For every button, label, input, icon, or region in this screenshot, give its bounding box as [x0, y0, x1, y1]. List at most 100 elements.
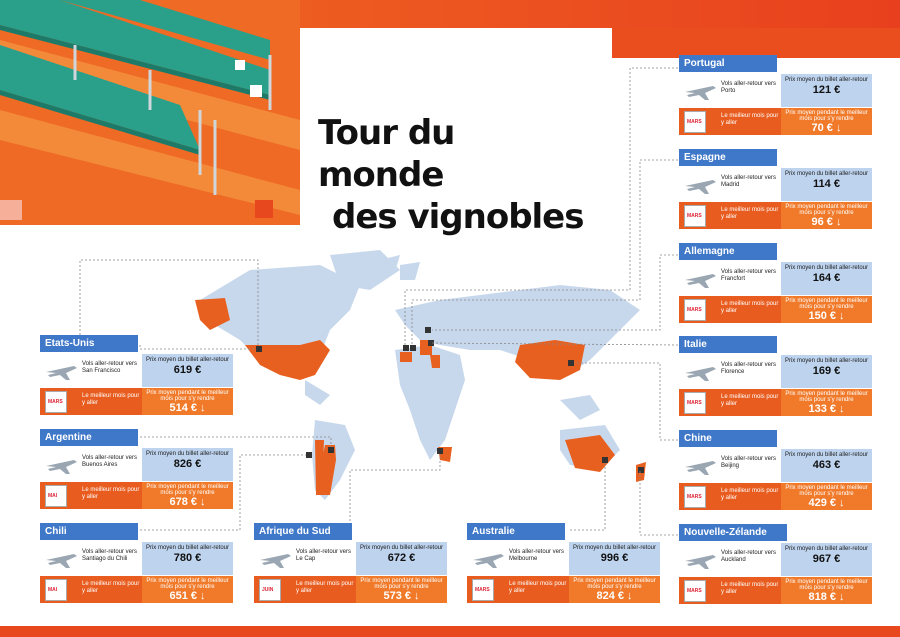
card-country: Italie — [679, 336, 777, 353]
card-afrique-du-sud: Afrique du Sud Vols aller-retour vers Le… — [254, 523, 447, 603]
average-price: 114 € — [813, 178, 840, 190]
best-month-label: Le meilleur mois pour y aller — [721, 582, 779, 595]
card-australie: Australie Vols aller-retour vers Melbour… — [467, 523, 660, 603]
card-route-row: Vols aller-retour vers Francfort Prix mo… — [679, 262, 872, 295]
card-route-row: Vols aller-retour vers Florence Prix moy… — [679, 355, 872, 388]
best-month-label: Le meilleur mois pour y aller — [721, 301, 779, 314]
card-best-row: JUIN Le meilleur mois pour y aller Prix … — [254, 576, 447, 603]
low-price-label: Prix moyen pendant le meilleur mois pour… — [785, 485, 868, 497]
low-price-label: Prix moyen pendant le meilleur mois pour… — [146, 578, 229, 590]
average-price: 967 € — [812, 553, 841, 565]
airplane-icon — [46, 554, 77, 568]
average-price: 169 € — [812, 365, 841, 377]
card-best-row: MARS Le meilleur mois pour y aller Prix … — [679, 483, 872, 510]
price-box: Prix moyen du billet aller-retour 619 € — [142, 354, 233, 387]
card-route-row: Vols aller-retour vers Buenos Aires Prix… — [40, 448, 233, 481]
card-route-row: Vols aller-retour vers San Francisco Pri… — [40, 354, 233, 387]
card-chili: Chili Vols aller-retour vers Santiago du… — [40, 523, 233, 603]
route-text: Vols aller-retour vers Auckland — [721, 550, 777, 563]
price-box: Prix moyen du billet aller-retour 164 € — [781, 262, 872, 295]
low-price-label: Prix moyen pendant le meilleur mois pour… — [785, 204, 868, 216]
low-price-box: Prix moyen pendant le meilleur mois pour… — [781, 577, 872, 604]
bottom-orange-band — [0, 626, 900, 637]
low-price: 96 € ↓ — [811, 216, 842, 228]
card-country: Afrique du Sud — [254, 523, 352, 540]
low-price-label: Prix moyen pendant le meilleur mois pour… — [360, 578, 443, 590]
card-best-row: MARS Le meilleur mois pour y aller Prix … — [679, 389, 872, 416]
airplane-icon — [685, 86, 716, 100]
card-best-row: MARS Le meilleur mois pour y aller Prix … — [679, 577, 872, 604]
price-label: Prix moyen du billet aller-retour — [784, 358, 869, 364]
price-label: Prix moyen du billet aller-retour — [784, 546, 869, 552]
best-month-label: Le meilleur mois pour y aller — [82, 581, 140, 594]
best-month-label: Le meilleur mois pour y aller — [82, 487, 140, 500]
airplane-icon — [260, 554, 291, 568]
airplane-icon — [46, 460, 77, 474]
airplane-icon — [685, 461, 716, 475]
best-month-label: Le meilleur mois pour y aller — [509, 581, 567, 594]
low-price-box: Prix moyen pendant le meilleur mois pour… — [781, 389, 872, 416]
card-nouvelle-zelande: Nouvelle-Zélande Vols aller-retour vers … — [679, 524, 872, 604]
low-price-label: Prix moyen pendant le meilleur mois pour… — [146, 390, 229, 402]
price-label: Prix moyen du billet aller-retour — [145, 357, 230, 363]
low-price-box: Prix moyen pendant le meilleur mois pour… — [356, 576, 447, 603]
low-price: 70 € ↓ — [811, 122, 842, 134]
route-text: Vols aller-retour vers Beijing — [721, 456, 777, 469]
card-italie: Italie Vols aller-retour vers Florence P… — [679, 336, 872, 416]
calendar-icon: MARS — [45, 391, 67, 413]
card-route-row: Vols aller-retour vers Auckland Prix moy… — [679, 543, 872, 576]
card-route-row: Vols aller-retour vers Madrid Prix moyen… — [679, 168, 872, 201]
low-price: 429 € ↓ — [808, 497, 845, 509]
card-route-row: Vols aller-retour vers Santiago du Chili… — [40, 542, 233, 575]
low-price-box: Prix moyen pendant le meilleur mois pour… — [781, 296, 872, 323]
card-best-row: MARS Le meilleur mois pour y aller Prix … — [467, 576, 660, 603]
calendar-icon: MARS — [684, 486, 706, 508]
route-text: Vols aller-retour vers Florence — [721, 362, 777, 375]
best-month-label: Le meilleur mois pour y aller — [296, 581, 354, 594]
low-price-box: Prix moyen pendant le meilleur mois pour… — [781, 108, 872, 135]
card-espagne: Espagne Vols aller-retour vers Madrid Pr… — [679, 149, 872, 229]
card-portugal: Portugal Vols aller-retour vers Porto Pr… — [679, 55, 872, 135]
route-text: Vols aller-retour vers Madrid — [721, 175, 777, 188]
title-background — [305, 58, 561, 223]
card-best-row: MARS Le meilleur mois pour y aller Prix … — [679, 108, 872, 135]
route-text: Vols aller-retour vers Le Cap — [296, 549, 352, 562]
low-price-box: Prix moyen pendant le meilleur mois pour… — [142, 482, 233, 509]
best-month-label: Le meilleur mois pour y aller — [82, 393, 140, 406]
low-price: 818 € ↓ — [808, 591, 845, 603]
card-best-row: MARS Le meilleur mois pour y aller Prix … — [40, 388, 233, 415]
card-country: Allemagne — [679, 243, 777, 260]
calendar-icon: MARS — [684, 299, 706, 321]
low-price-box: Prix moyen pendant le meilleur mois pour… — [781, 202, 872, 229]
card-best-row: MARS Le meilleur mois pour y aller Prix … — [679, 202, 872, 229]
price-box: Prix moyen du billet aller-retour 967 € — [781, 543, 872, 576]
card-country: Portugal — [679, 55, 777, 72]
map-highlights — [195, 298, 646, 495]
average-price: 780 € — [173, 552, 202, 564]
card-route-row: Vols aller-retour vers Melbourne Prix mo… — [467, 542, 660, 575]
card-etats-unis: Etats-Unis Vols aller-retour vers San Fr… — [40, 335, 233, 415]
best-month-label: Le meilleur mois pour y aller — [721, 207, 779, 220]
best-month-label: Le meilleur mois pour y aller — [721, 488, 779, 501]
vineyard-graphic — [0, 0, 300, 225]
average-price: 164 € — [812, 272, 841, 284]
average-price: 996 € — [600, 552, 629, 564]
card-allemagne: Allemagne Vols aller-retour vers Francfo… — [679, 243, 872, 323]
card-best-row: MAI Le meilleur mois pour y aller Prix m… — [40, 482, 233, 509]
right-orange-band — [612, 28, 900, 58]
low-price-label: Prix moyen pendant le meilleur mois pour… — [785, 391, 868, 403]
average-price: 121 € — [812, 84, 841, 96]
calendar-icon: MAI — [45, 485, 67, 507]
map-markers — [256, 327, 644, 473]
low-price-box: Prix moyen pendant le meilleur mois pour… — [781, 483, 872, 510]
card-country: Nouvelle-Zélande — [679, 524, 787, 541]
price-label: Prix moyen du billet aller-retour — [359, 545, 444, 551]
low-price: 133 € ↓ — [808, 403, 845, 415]
calendar-icon: MARS — [684, 111, 706, 133]
card-country: Chili — [40, 523, 138, 540]
card-chine: Chine Vols aller-retour vers Beijing Pri… — [679, 430, 872, 510]
price-box: Prix moyen du billet aller-retour 463 € — [781, 449, 872, 482]
price-box: Prix moyen du billet aller-retour 780 € — [142, 542, 233, 575]
price-box: Prix moyen du billet aller-retour 996 € — [569, 542, 660, 575]
